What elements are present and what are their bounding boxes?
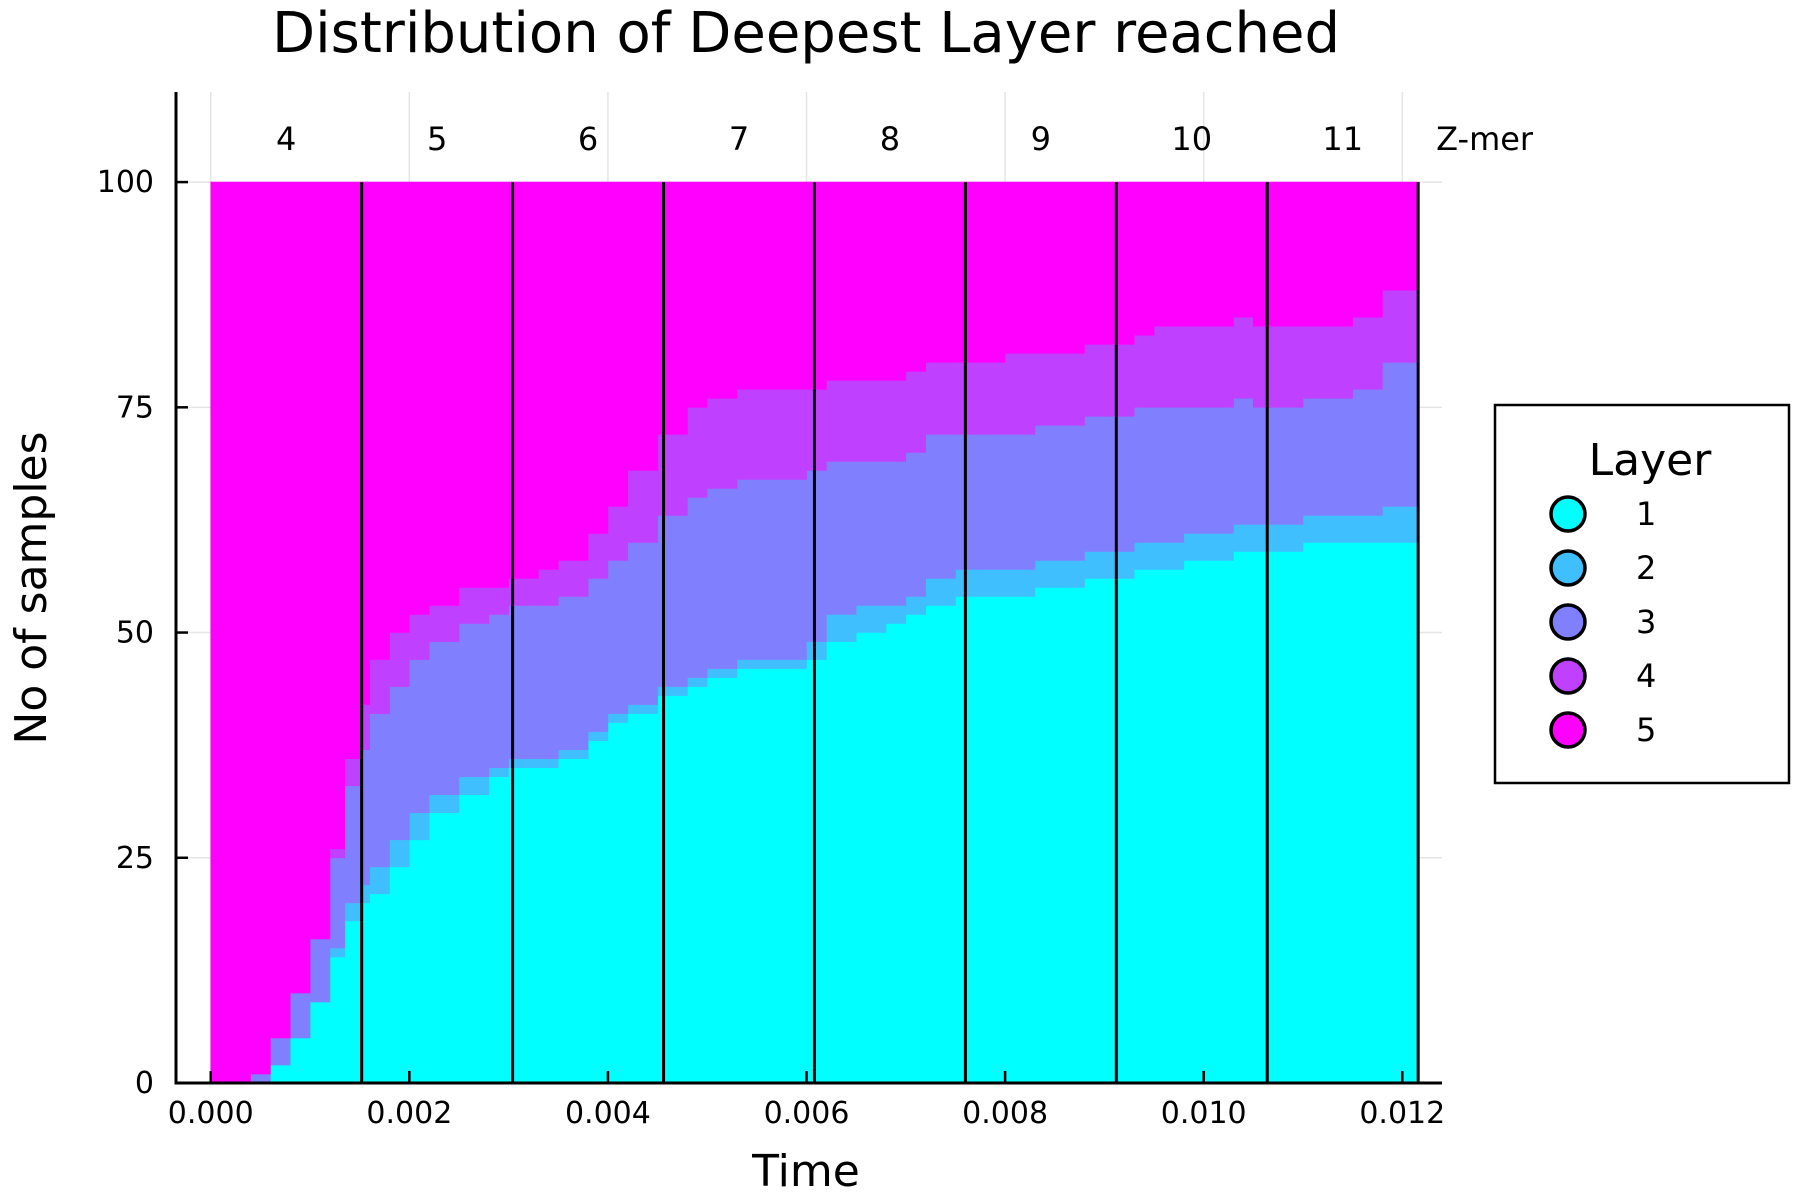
y-tick-label: 0	[135, 1066, 154, 1101]
legend-label-1: 1	[1636, 495, 1656, 533]
x-tick-label: 0.000	[168, 1096, 254, 1131]
legend-marker-1	[1549, 495, 1587, 533]
zmer-label: 7	[729, 120, 749, 158]
legend-title: Layer	[1589, 435, 1713, 486]
y-tick-label: 50	[116, 616, 154, 651]
x-tick-label: 0.006	[764, 1096, 850, 1131]
legend-marker-3	[1549, 603, 1587, 641]
legend: Layer 1 2 3 4 5	[1493, 403, 1791, 785]
axes	[174, 92, 1442, 1085]
legend-label-3: 3	[1636, 603, 1656, 641]
zmer-label: 4	[276, 120, 296, 158]
y-axis-title: No of samples	[6, 431, 57, 744]
zmer-axis-label: Z-mer	[1436, 120, 1534, 158]
y-tick-label: 75	[116, 390, 154, 425]
legend-marker-4	[1549, 657, 1587, 695]
x-tick-label: 0.010	[1161, 1096, 1247, 1131]
legend-box	[1493, 403, 1791, 785]
zmer-label: 11	[1322, 120, 1363, 158]
legend-marker-2	[1549, 549, 1587, 587]
y-tick-label: 100	[97, 165, 154, 200]
x-axis-title: Time	[751, 1146, 860, 1197]
x-tick-label: 0.004	[565, 1096, 651, 1131]
x-tick-label: 0.008	[962, 1096, 1048, 1131]
legend-label-2: 2	[1636, 549, 1656, 587]
legend-items: 1 2 3 4 5	[1549, 495, 1656, 749]
y-tick-label: 25	[116, 841, 154, 876]
zmer-label: 6	[578, 120, 598, 158]
zmer-boundaries: 4 5 6 7 8 9 10 11 Z-mer	[276, 120, 1534, 1083]
zmer-label: 5	[427, 120, 447, 158]
legend-label-5: 5	[1636, 711, 1656, 749]
zmer-label: 8	[880, 120, 900, 158]
legend-marker-5	[1549, 711, 1587, 749]
chart-title: Distribution of Deepest Layer reached	[272, 1, 1340, 66]
tick-labels: 0.000 0.002 0.004 0.006 0.008 0.010 0.012 0 25 50…	[97, 165, 1445, 1131]
x-tick-label: 0.002	[366, 1096, 452, 1131]
zmer-label: 9	[1031, 120, 1051, 158]
legend-label-4: 4	[1636, 657, 1656, 695]
x-tick-label: 0.012	[1359, 1096, 1445, 1131]
zmer-label: 10	[1171, 120, 1212, 158]
